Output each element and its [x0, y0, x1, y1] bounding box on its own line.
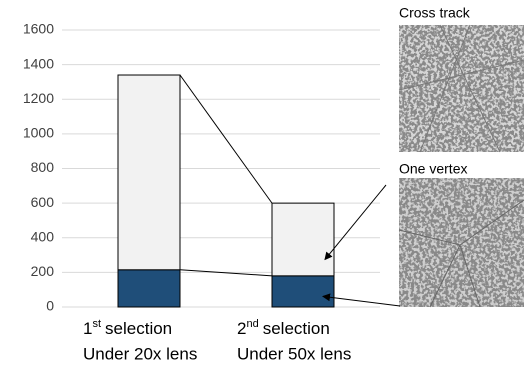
x-tick-label-part: 1	[83, 319, 92, 338]
image-label: One vertex	[399, 161, 467, 177]
bar-segment	[118, 270, 180, 307]
image-label: Cross track	[399, 5, 471, 21]
x-tick-label: 1st selection	[83, 318, 172, 339]
y-tick-label: 800	[31, 159, 55, 175]
connector	[180, 75, 272, 203]
micrograph-top	[399, 25, 524, 152]
y-tick-label: 1400	[23, 55, 54, 71]
x-tick-label-part: st	[92, 318, 101, 330]
y-tick-label: 600	[31, 194, 55, 210]
x-tick-label: Under 20x lens	[83, 344, 197, 363]
x-tick-label-part: nd	[246, 318, 258, 330]
y-tick-label: 1200	[23, 90, 54, 106]
micrograph-bottom	[399, 178, 524, 307]
bar-segment	[272, 203, 334, 276]
x-tick-label-part: 2	[237, 319, 246, 338]
y-tick-label: 400	[31, 228, 55, 244]
y-tick-label: 1600	[23, 21, 54, 37]
y-tick-label: 0	[46, 298, 54, 314]
y-tick-label: 1000	[23, 125, 54, 141]
arrow	[323, 296, 400, 306]
bar-segment	[118, 75, 180, 270]
x-tick-label: Under 50x lens	[237, 344, 351, 363]
chart: Cross track One vertex 0 200 400 600 800 1000…	[0, 0, 524, 367]
y-tick-label: 200	[31, 263, 55, 279]
bar-segment	[272, 276, 334, 307]
x-tick-label-part: selection	[105, 319, 172, 338]
x-tick-label-part: selection	[263, 319, 330, 338]
x-tick-label: 2nd selection	[237, 318, 330, 339]
